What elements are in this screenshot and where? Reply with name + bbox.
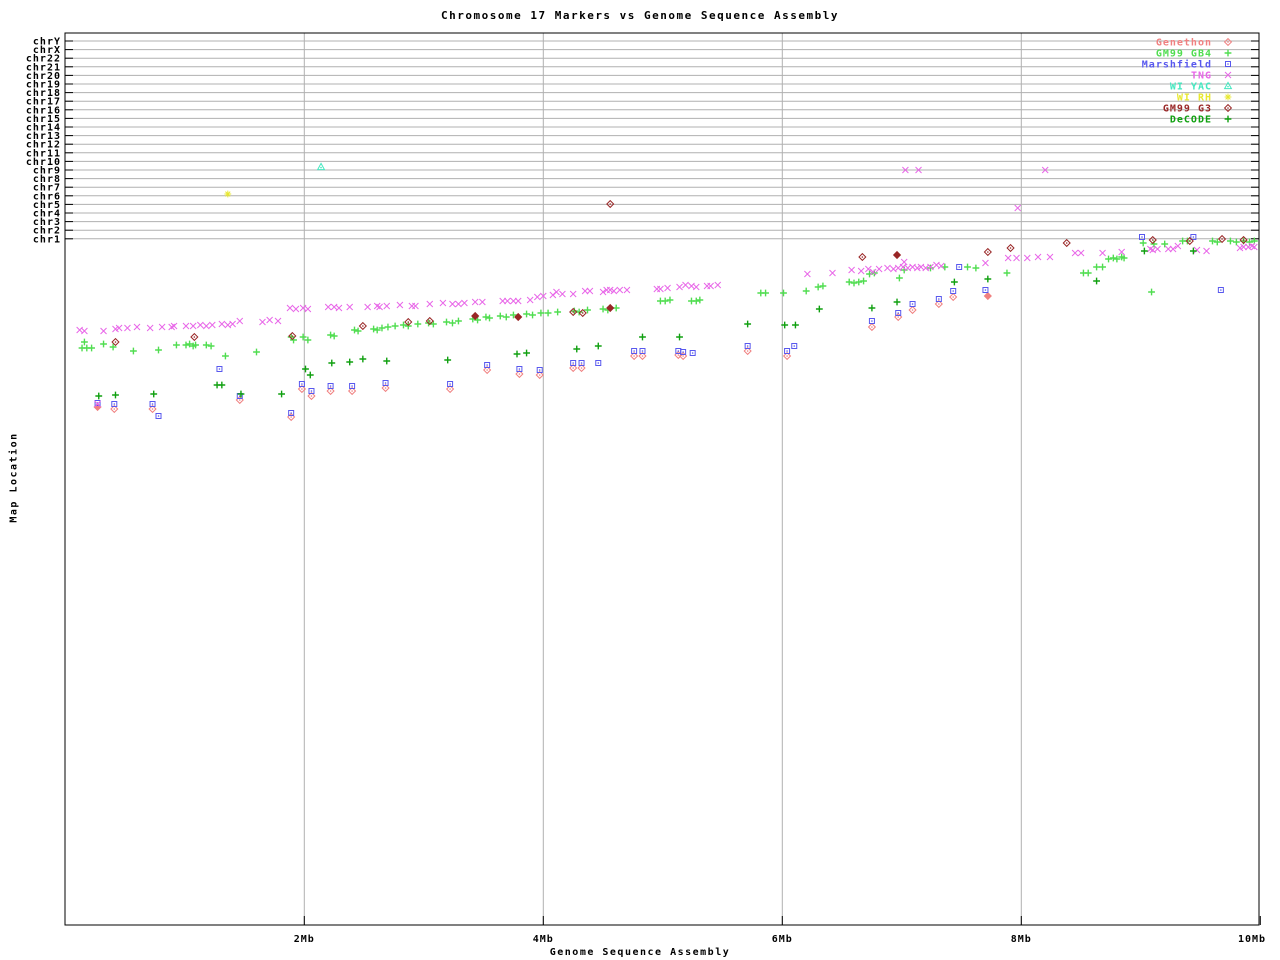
legend-label-genethon: Genethon xyxy=(1156,38,1212,49)
legend-label-marshfield: Marshfield xyxy=(1142,59,1212,71)
legend-label-wi-rh: WI RH xyxy=(1177,93,1212,104)
series-decode xyxy=(95,247,1197,400)
legend-item-genethon: Genethon xyxy=(1156,38,1233,49)
x-axis-label: Genome Sequence Assembly xyxy=(549,947,731,958)
chromosome-label-chr1: chr1 xyxy=(33,234,61,245)
x-tick-label-6mb: 6Mb xyxy=(772,934,793,945)
chromosome-label-chry: chrY xyxy=(33,37,61,48)
legend-label-decode: DeCODE xyxy=(1170,115,1212,126)
series-marshfield xyxy=(94,234,1224,419)
x-tick-label-10mb: 10Mb xyxy=(1238,934,1266,945)
chromosome-label-chr5: chr5 xyxy=(33,200,61,211)
chromosome-label-chr13: chr13 xyxy=(26,131,61,142)
legend-label-gm99-gb4: GM99 GB4 xyxy=(1156,49,1212,60)
legend-item-tng: TNG xyxy=(1191,71,1232,82)
plot-border xyxy=(64,32,1260,926)
x-tick-label-8mb: 8Mb xyxy=(1011,934,1032,945)
chromosome-label-chr16: chr16 xyxy=(26,105,61,116)
chromosome-label-chr7: chr7 xyxy=(33,183,61,194)
chromosome-label-chr8: chr8 xyxy=(33,174,61,185)
chromosome-label-chr14: chr14 xyxy=(26,123,61,134)
chart-title: Chromosome 17 Markers vs Genome Sequence… xyxy=(440,9,839,22)
x-tick-label-2mb: 2Mb xyxy=(294,934,315,945)
series-wi-rh xyxy=(224,190,232,198)
legend-item-wi-yac: WI YAC xyxy=(1170,81,1233,93)
chromosome-label-chr19: chr19 xyxy=(26,80,61,91)
x-axis-ticks: 2Mb 4Mb 6Mb 8Mb 10Mb xyxy=(294,33,1266,945)
chromosome-label-chr2: chr2 xyxy=(33,226,61,237)
series-tng xyxy=(76,166,1258,408)
series-gm99-g3 xyxy=(111,199,1248,347)
chromosome-gridlines: chrYchrXchr22chr21chr20chr19chr18chr17ch… xyxy=(26,37,1259,245)
chromosome-label-chr20: chr20 xyxy=(26,71,61,82)
chromosome-label-chr10: chr10 xyxy=(26,157,61,168)
chromosome-label-chr18: chr18 xyxy=(26,88,61,99)
legend-item-gm99-g3: GM99 G3 xyxy=(1163,104,1233,115)
legend-item-marshfield: Marshfield xyxy=(1142,59,1231,71)
chromosome-label-chrx: chrX xyxy=(33,45,61,56)
series-wi-yac xyxy=(316,162,326,171)
legend-label-wi-yac: WI YAC xyxy=(1170,82,1212,93)
chromosome-label-chr12: chr12 xyxy=(26,140,61,151)
legend-item-decode: DeCODE xyxy=(1170,115,1232,126)
chromosome-label-chr17: chr17 xyxy=(26,97,61,108)
chromosome-label-chr4: chr4 xyxy=(33,209,61,220)
chromosome-label-chr15: chr15 xyxy=(26,114,61,125)
chromosome-label-chr11: chr11 xyxy=(26,148,61,159)
legend-item-wi-rh: WI RH xyxy=(1177,93,1232,104)
x-tick-label-4mb: 4Mb xyxy=(533,934,554,945)
series-gm99-gb4 xyxy=(78,237,1258,360)
chromosome-label-chr9: chr9 xyxy=(33,166,61,177)
legend-label-gm99-g3: GM99 G3 xyxy=(1163,104,1212,115)
chromosome-label-chr21: chr21 xyxy=(26,62,61,73)
legend-label-tng: TNG xyxy=(1191,71,1212,82)
chromosome-label-chr6: chr6 xyxy=(33,191,61,202)
chromosome-label-chr22: chr22 xyxy=(26,54,61,65)
legend-item-gm99-gb4: GM99 GB4 xyxy=(1156,49,1232,60)
chromosome-label-chr3: chr3 xyxy=(33,217,61,228)
